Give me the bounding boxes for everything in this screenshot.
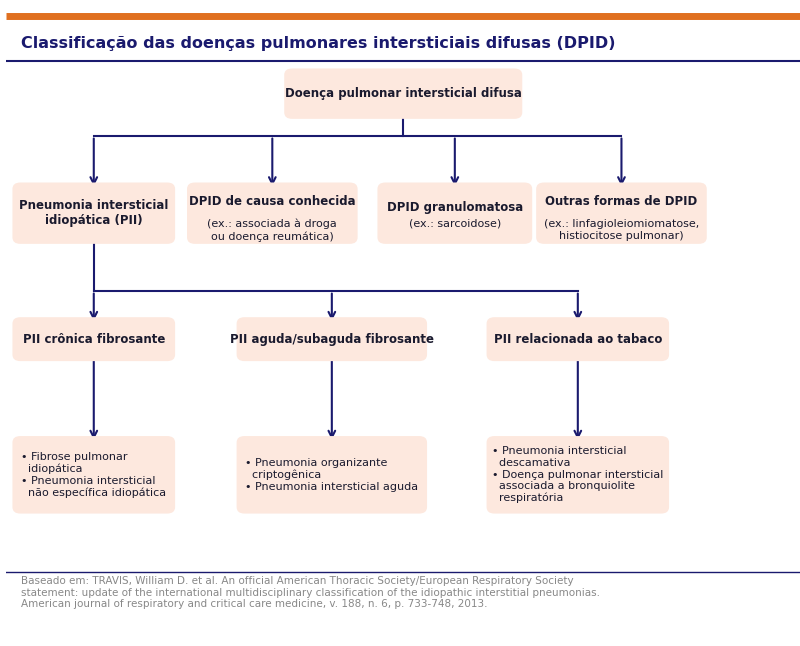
Text: (ex.: associada à droga
ou doença reumática): (ex.: associada à droga ou doença reumát… xyxy=(207,219,337,242)
Text: PII aguda/subaguda fibrosante: PII aguda/subaguda fibrosante xyxy=(230,333,434,346)
FancyBboxPatch shape xyxy=(486,436,669,514)
Text: (ex.: sarcoidose): (ex.: sarcoidose) xyxy=(409,219,501,229)
FancyBboxPatch shape xyxy=(486,317,669,361)
Text: PII crônica fibrosante: PII crônica fibrosante xyxy=(22,333,165,346)
Text: • Pneumonia intersticial
  descamativa
• Doença pulmonar intersticial
  associad: • Pneumonia intersticial descamativa • D… xyxy=(492,446,663,503)
FancyBboxPatch shape xyxy=(378,183,532,244)
Text: Pneumonia intersticial
idiopática (PII): Pneumonia intersticial idiopática (PII) xyxy=(19,199,169,227)
Text: Classificação das doenças pulmonares intersticiais difusas (DPID): Classificação das doenças pulmonares int… xyxy=(21,36,615,50)
Text: Doença pulmonar intersticial difusa: Doença pulmonar intersticial difusa xyxy=(285,87,522,100)
FancyBboxPatch shape xyxy=(187,183,358,244)
Text: DPID granulomatosa: DPID granulomatosa xyxy=(386,201,523,214)
Text: (ex.: linfagioleiomiomatose,
histiocitose pulmonar): (ex.: linfagioleiomiomatose, histiocitos… xyxy=(544,219,699,240)
FancyBboxPatch shape xyxy=(13,183,175,244)
FancyBboxPatch shape xyxy=(237,436,427,514)
Text: • Fibrose pulmonar
  idiopática
• Pneumonia intersticial
  não específica idiopá: • Fibrose pulmonar idiopática • Pneumoni… xyxy=(22,452,166,498)
Text: Baseado em: TRAVIS, William D. et al. An official American Thoracic Society/Euro: Baseado em: TRAVIS, William D. et al. An… xyxy=(21,576,600,609)
FancyBboxPatch shape xyxy=(237,317,427,361)
FancyBboxPatch shape xyxy=(536,183,706,244)
Text: DPID de causa conhecida: DPID de causa conhecida xyxy=(189,195,356,208)
Text: PII relacionada ao tabaco: PII relacionada ao tabaco xyxy=(494,333,662,346)
Text: Outras formas de DPID: Outras formas de DPID xyxy=(546,195,698,208)
FancyBboxPatch shape xyxy=(284,68,522,119)
Text: • Pneumonia organizante
  criptogênica
• Pneumonia intersticial aguda: • Pneumonia organizante criptogênica • P… xyxy=(246,458,418,492)
FancyBboxPatch shape xyxy=(13,436,175,514)
FancyBboxPatch shape xyxy=(13,317,175,361)
